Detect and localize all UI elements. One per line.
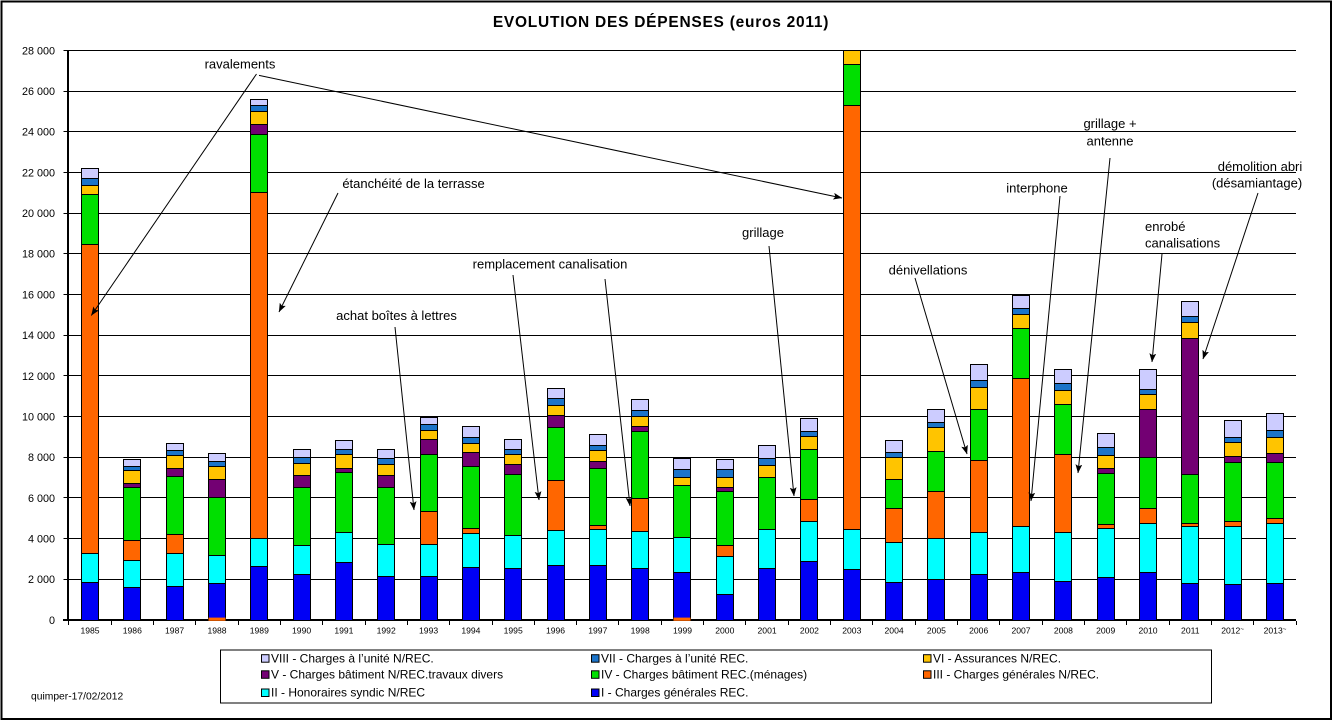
svg-text:22 000: 22 000 [22,167,55,179]
svg-text:2005: 2005 [927,626,946,636]
svg-text:I - Charges générales REC.: I - Charges générales REC. [601,686,748,700]
svg-text:II - Honoraires syndic N/REC: II - Honoraires syndic N/REC [271,686,425,700]
svg-text:2008: 2008 [1054,626,1073,636]
svg-text:2001: 2001 [758,626,777,636]
svg-text:12 000: 12 000 [22,371,55,383]
svg-text:28 000: 28 000 [22,45,55,57]
svg-text:démolition abri: démolition abri [1218,159,1303,174]
svg-text:2010: 2010 [1138,626,1157,636]
svg-text:4 000: 4 000 [28,534,55,546]
svg-text:VIII - Charges à l’unité N/REC: VIII - Charges à l’unité N/REC. [271,651,434,665]
svg-text:1994: 1994 [461,626,480,636]
svg-text:quimper-17/02/2012: quimper-17/02/2012 [31,692,123,703]
svg-text:(désamiantage): (désamiantage) [1212,176,1302,191]
svg-text:20 000: 20 000 [22,208,55,220]
svg-text:étanchéité de la terrasse: étanchéité de la terrasse [342,176,484,191]
svg-text:1991: 1991 [334,626,353,636]
svg-text:2007: 2007 [1011,626,1030,636]
svg-text:16 000: 16 000 [22,289,55,301]
svg-text:IV - Charges bâtiment REC.(mén: IV - Charges bâtiment REC.(ménages) [601,667,807,681]
svg-text:antenne: antenne [1087,134,1134,149]
svg-text:1986: 1986 [123,626,142,636]
svg-text:24 000: 24 000 [22,127,55,139]
svg-text:2004: 2004 [885,626,904,636]
svg-text:1998: 1998 [631,626,650,636]
svg-text:VI - Assurances N/REC.: VI - Assurances N/REC. [933,651,1061,665]
svg-text:ravalements: ravalements [205,56,276,71]
svg-text:2013~: 2013~ [1264,626,1287,636]
svg-text:VII - Charges à l’unité REC.: VII - Charges à l’unité REC. [601,651,748,665]
svg-text:dénivellations: dénivellations [889,263,968,278]
svg-text:2003: 2003 [842,626,861,636]
svg-text:2011: 2011 [1181,626,1200,636]
svg-text:1999: 1999 [673,626,692,636]
svg-text:enrobé: enrobé [1145,219,1185,234]
svg-text:2009: 2009 [1096,626,1115,636]
svg-text:8 000: 8 000 [28,452,55,464]
svg-text:achat boîtes à lettres: achat boîtes à lettres [336,308,457,323]
svg-text:1997: 1997 [588,626,607,636]
svg-text:1988: 1988 [207,626,226,636]
svg-text:1990: 1990 [292,626,311,636]
svg-text:1992: 1992 [377,626,396,636]
svg-text:0: 0 [49,615,55,627]
svg-text:1993: 1993 [419,626,438,636]
svg-text:III - Charges générales N/REC.: III - Charges générales N/REC. [933,667,1099,681]
svg-text:10 000: 10 000 [22,412,55,424]
svg-text:2002: 2002 [800,626,819,636]
svg-text:2012~: 2012~ [1221,626,1244,636]
svg-text:1995: 1995 [504,626,523,636]
svg-text:V - Charges bâtiment N/REC.tra: V - Charges bâtiment N/REC.travaux diver… [271,667,503,681]
svg-text:EVOLUTION DES DÉPENSES (euros: EVOLUTION DES DÉPENSES (euros 2011) [493,14,829,31]
svg-text:1996: 1996 [546,626,565,636]
svg-text:interphone: interphone [1006,181,1067,196]
svg-text:6 000: 6 000 [28,493,55,505]
svg-text:canalisations: canalisations [1145,236,1221,251]
svg-text:14 000: 14 000 [22,330,55,342]
svg-text:26 000: 26 000 [22,86,55,98]
svg-text:1989: 1989 [250,626,269,636]
svg-text:2006: 2006 [969,626,988,636]
svg-text:2000: 2000 [715,626,734,636]
svg-text:18 000: 18 000 [22,249,55,261]
svg-text:1985: 1985 [80,626,99,636]
svg-text:1987: 1987 [165,626,184,636]
svg-text:2 000: 2 000 [28,574,55,586]
svg-text:grillage: grillage [742,225,784,240]
svg-text:grillage +: grillage + [1083,116,1136,131]
svg-text:remplacement canalisation: remplacement canalisation [473,257,628,272]
